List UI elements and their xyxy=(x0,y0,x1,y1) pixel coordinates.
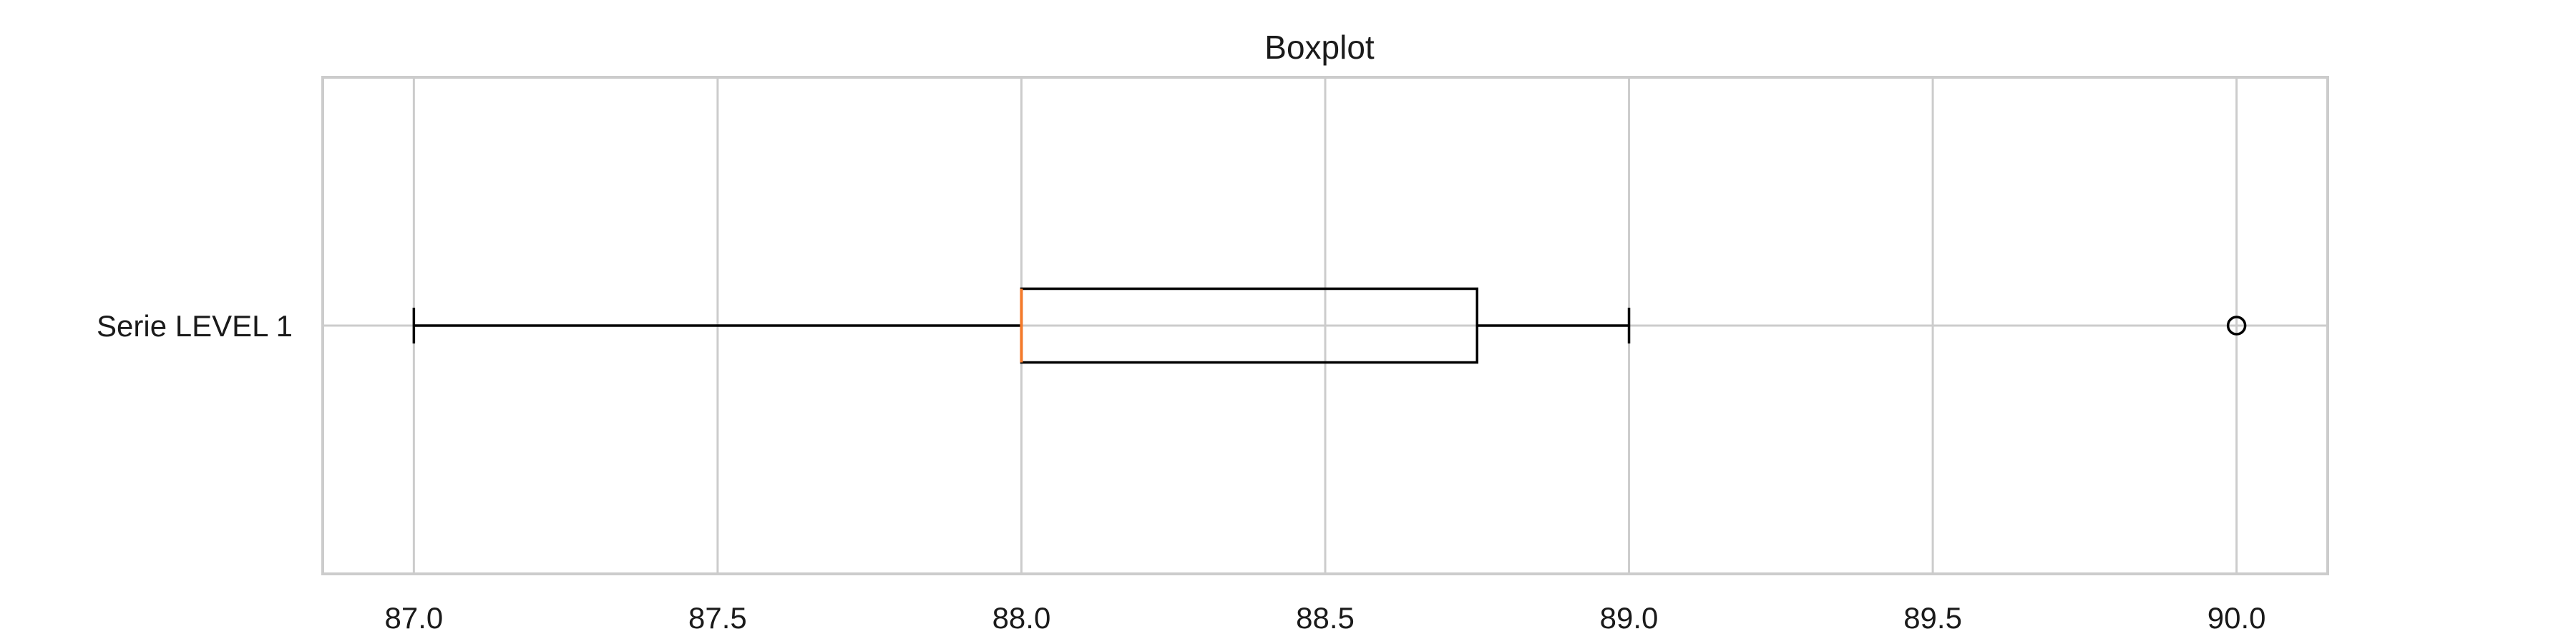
x-tick-label: 89.0 xyxy=(1600,601,1659,635)
x-axis-ticks: 87.0 87.5 88.0 88.5 89.0 89.5 90.0 xyxy=(384,601,2265,635)
y-axis-ticks: Serie LEVEL 1 xyxy=(97,309,293,343)
x-tick-label: 89.5 xyxy=(1903,601,1962,635)
x-tick-label: 88.5 xyxy=(1296,601,1355,635)
x-tick-label: 90.0 xyxy=(2207,601,2266,635)
x-tick-label: 87.0 xyxy=(384,601,443,635)
outlier-point xyxy=(2226,316,2247,336)
y-tick-label: Serie LEVEL 1 xyxy=(97,309,293,343)
boxes xyxy=(412,287,2247,364)
x-tick-label: 88.0 xyxy=(992,601,1051,635)
chart-title: Boxplot xyxy=(1264,29,1375,66)
plot-frame xyxy=(321,76,2329,575)
x-tick-label: 87.5 xyxy=(688,601,747,635)
